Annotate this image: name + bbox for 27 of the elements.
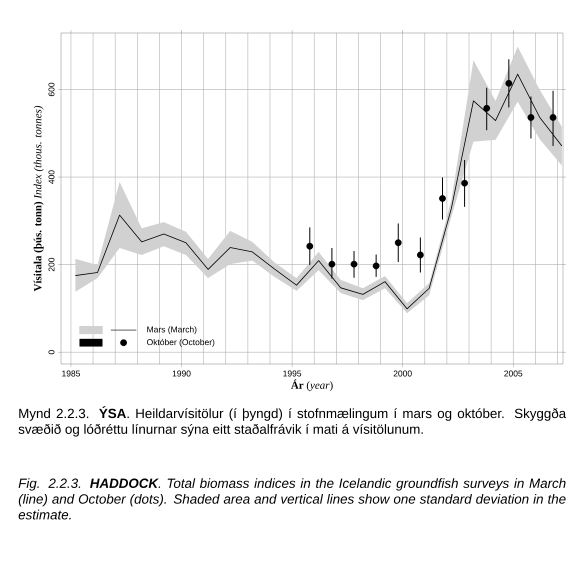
y-tick-label: 0 — [48, 350, 54, 354]
point — [483, 104, 490, 112]
legend-label: Október (October) — [147, 338, 214, 347]
legend-label: Mars (March) — [147, 326, 196, 334]
y-tick-label: 400 — [48, 170, 54, 184]
x-tick-label: 2005 — [504, 370, 522, 377]
point — [439, 195, 446, 202]
caption: Fig. 2.2.3. HADDOCK. Total biomass indices in the Icelandic groundfish surveys in March (line) and October (dots). Shaded area and vertical lines show one standard deviation in the estimate. — [18, 478, 566, 520]
text: Mynd 2.2.3. ÝSA. Heildarvísitölur (í þyngd) í stofnmælingum í mars og október. Skyggða svæðið og lóðréttu línurnar sýna eitt staðalfrávik í mati á vísitölunum. — [18, 406, 566, 437]
y-axis-title: Vísitala (þús. tonn) Index (thous. tonnes) — [34, 106, 44, 292]
point — [461, 180, 468, 187]
point — [416, 252, 424, 258]
x-tick-label: 1990 — [172, 370, 191, 377]
point — [505, 80, 512, 87]
x-tick-label: 2000 — [394, 370, 412, 377]
point — [394, 239, 402, 246]
x-tick-label: 1995 — [283, 370, 302, 377]
point — [306, 242, 314, 250]
point — [528, 114, 534, 121]
x-axis-title: Ár (year) — [290, 379, 333, 392]
point — [372, 262, 380, 270]
point — [350, 260, 358, 268]
point — [550, 114, 556, 121]
y-tick-label: 600 — [48, 82, 54, 96]
y-tick-label: 200 — [48, 258, 54, 272]
x-tick-label: 1985 — [62, 370, 80, 377]
point — [328, 260, 336, 268]
